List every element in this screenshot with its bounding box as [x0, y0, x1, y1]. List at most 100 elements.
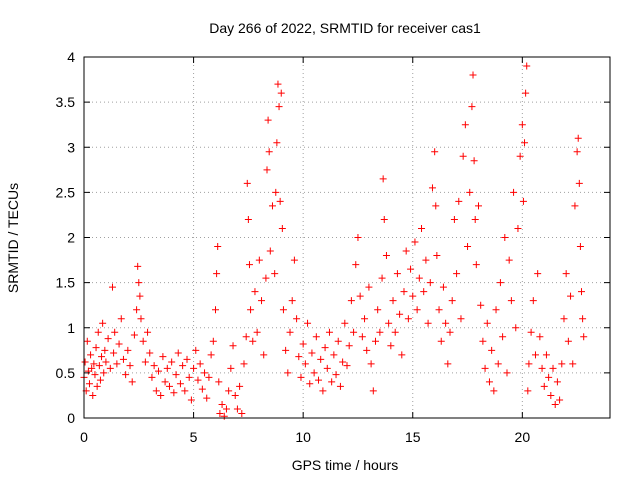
x-axis-label: GPS time / hours	[292, 457, 399, 473]
data-point	[110, 349, 118, 357]
data-point	[485, 378, 493, 386]
y-tick-label: 0.5	[56, 365, 76, 381]
data-point	[214, 243, 222, 251]
data-point	[274, 80, 282, 88]
data-point	[332, 371, 340, 379]
data-point	[284, 369, 292, 377]
data-point	[321, 344, 329, 352]
data-point	[268, 202, 276, 210]
data-point	[150, 362, 158, 370]
data-point	[549, 364, 557, 372]
data-point	[258, 297, 266, 305]
data-point	[481, 364, 489, 372]
data-point	[101, 346, 109, 354]
data-point	[152, 387, 160, 395]
data-point	[238, 409, 246, 417]
data-point	[190, 364, 198, 372]
data-point	[345, 342, 353, 350]
data-point	[558, 360, 566, 368]
data-point	[192, 346, 200, 354]
x-tick-label: 0	[80, 429, 88, 445]
data-point	[96, 376, 104, 384]
data-point	[521, 139, 529, 147]
data-point	[185, 373, 193, 381]
data-point	[122, 371, 130, 379]
data-point	[525, 360, 533, 368]
data-point	[396, 310, 404, 318]
axis-ticks	[83, 56, 610, 419]
y-tick-label: 1.5	[56, 275, 76, 291]
data-point	[183, 355, 191, 363]
data-point	[334, 337, 342, 345]
data-point	[308, 349, 316, 357]
data-point	[215, 378, 223, 386]
data-point	[212, 306, 219, 314]
data-point	[378, 274, 386, 282]
data-point	[187, 396, 195, 404]
data-point	[181, 387, 189, 395]
data-point	[282, 346, 290, 354]
data-point	[542, 351, 550, 359]
data-point	[469, 71, 477, 79]
data-point	[459, 152, 467, 160]
data-point	[271, 270, 279, 278]
data-point	[524, 387, 532, 395]
data-point	[95, 362, 103, 370]
data-point	[253, 328, 261, 336]
data-point	[295, 353, 303, 361]
data-point	[470, 157, 478, 165]
data-point	[567, 292, 575, 300]
data-point	[135, 279, 143, 287]
data-point	[278, 224, 286, 232]
y-tick-label: 4	[67, 49, 75, 65]
data-point	[255, 256, 263, 264]
data-point	[244, 215, 252, 223]
data-point	[216, 409, 224, 417]
data-point	[89, 391, 97, 399]
data-point	[94, 328, 102, 336]
data-point	[102, 358, 110, 366]
data-point	[172, 371, 180, 379]
data-point	[471, 215, 479, 223]
data-point	[494, 360, 502, 368]
data-point	[227, 364, 235, 372]
data-point	[398, 351, 406, 359]
data-point	[477, 301, 485, 309]
data-point	[179, 362, 187, 370]
x-tick-label: 10	[295, 429, 311, 445]
data-point	[124, 346, 132, 354]
data-point	[531, 351, 539, 359]
data-point	[264, 116, 272, 124]
data-point	[222, 405, 230, 413]
data-point	[218, 400, 226, 408]
chart-title: Day 266 of 2022, SRMTID for receiver cas…	[209, 20, 481, 36]
data-point	[168, 358, 176, 366]
data-point	[562, 270, 570, 278]
data-point	[231, 391, 239, 399]
data-point	[442, 319, 450, 327]
data-point	[88, 364, 96, 372]
data-point	[170, 389, 178, 397]
data-point	[492, 306, 500, 314]
data-point	[538, 364, 546, 372]
data-point	[144, 328, 152, 336]
data-point	[207, 351, 215, 359]
data-point	[411, 238, 419, 246]
y-tick-label: 0	[67, 410, 75, 426]
data-point	[540, 382, 548, 390]
data-point	[529, 297, 537, 305]
data-point	[479, 337, 487, 345]
data-point	[91, 371, 99, 379]
data-point	[450, 215, 458, 223]
y-tick-label: 3	[67, 139, 75, 155]
data-point	[464, 243, 472, 251]
data-point	[146, 349, 154, 357]
data-point	[435, 306, 443, 314]
data-point	[512, 324, 520, 332]
data-point	[229, 342, 237, 350]
data-point	[104, 335, 112, 343]
data-point	[81, 358, 89, 366]
data-point	[516, 152, 524, 160]
data-point	[276, 197, 284, 205]
data-point	[420, 288, 428, 296]
